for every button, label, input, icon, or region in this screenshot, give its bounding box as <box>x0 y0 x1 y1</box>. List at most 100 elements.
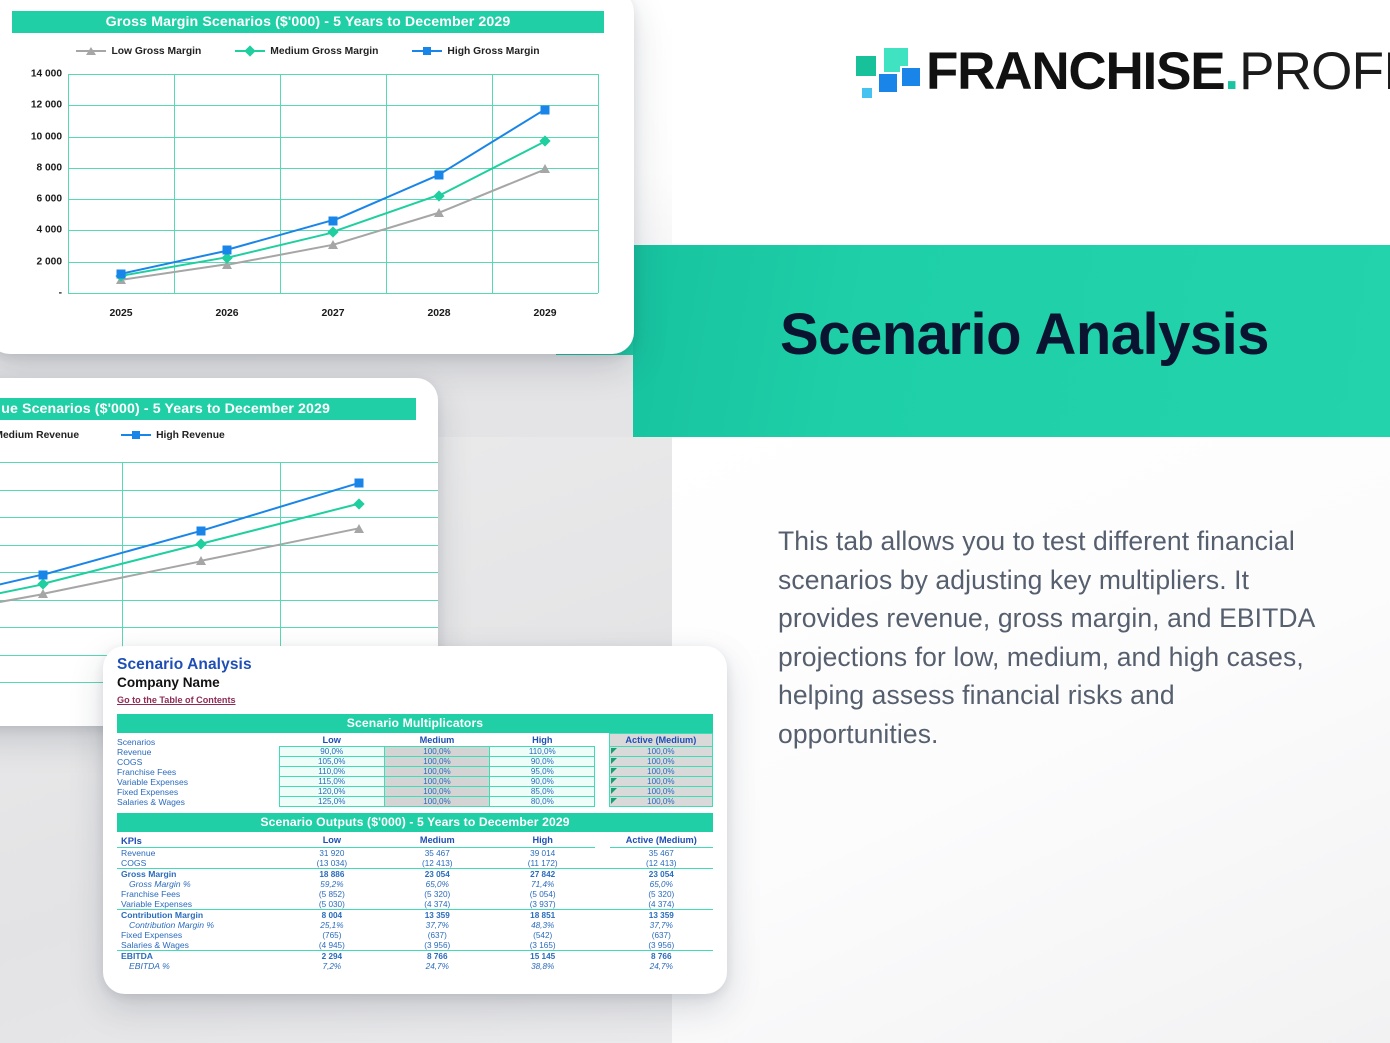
y-axis-tick-label: - <box>58 287 62 299</box>
logo-mark-icon <box>852 46 922 102</box>
grid-line-vertical <box>280 74 281 293</box>
multiplicator-cell-high[interactable]: 110,0% <box>489 746 596 757</box>
multiplicator-cell-low[interactable]: 110,0% <box>278 766 385 777</box>
grid-line-horizontal <box>68 293 598 294</box>
legend-label-high-revenue: High Revenue <box>156 429 225 441</box>
output-row-label: Contribution Margin <box>117 909 280 920</box>
multiplicator-cell-low[interactable]: 90,0% <box>278 746 385 757</box>
outputs-col-low: Low <box>279 832 385 848</box>
output-row: EBITDA % 7,2% 24,7% 38,8% 24,7% <box>117 961 713 971</box>
multiplicator-row[interactable]: Variable Expenses 115,0% 100,0% 90,0% 100,0% <box>117 776 714 787</box>
multiplicator-cell-low[interactable]: 120,0% <box>278 786 385 797</box>
x-axis-tick-label: 2028 <box>427 308 451 319</box>
grid-line-horizontal <box>68 136 598 138</box>
output-row-label: Gross Margin <box>117 868 280 879</box>
y-axis-tick-label: 2 000 <box>36 256 63 268</box>
multiplicator-cell-medium[interactable]: 100,0% <box>383 746 491 757</box>
legend-item-low-gross-margin[interactable]: Low Gross Margin <box>76 45 201 57</box>
multiplicator-cell-low[interactable]: 125,0% <box>278 796 385 807</box>
output-cell-high: 39 014 <box>530 848 556 858</box>
legend-item-medium-gross-margin[interactable]: Medium Gross Margin <box>235 45 378 57</box>
multiplicator-cell-medium[interactable]: 100,0% <box>383 796 491 807</box>
output-row: COGS (13 034) (12 413) (11 172) (12 413) <box>117 858 713 869</box>
grid-line-horizontal <box>0 599 438 601</box>
grid-line-horizontal <box>68 199 598 201</box>
outputs-col-active: Active (Medium) <box>609 832 713 848</box>
output-cell-active: 13 359 <box>609 909 713 920</box>
grid-line-horizontal <box>68 261 598 263</box>
grid-line-horizontal <box>68 167 598 169</box>
multiplicators-band-title: Scenario Multiplicators <box>117 714 713 733</box>
multiplicator-cell-high[interactable]: 85,0% <box>489 786 596 797</box>
multiplicator-cell-medium[interactable]: 100,0% <box>383 776 491 787</box>
logo-square-blue-small <box>877 72 899 94</box>
output-cell-medium: (637) <box>427 930 447 940</box>
multiplicator-row[interactable]: Revenue 90,0% 100,0% 110,0% 100,0% <box>117 746 714 757</box>
multiplicator-row[interactable]: Franchise Fees 110,0% 100,0% 95,0% 100,0% <box>117 766 714 777</box>
multiplicator-cell-medium[interactable]: 100,0% <box>383 766 491 777</box>
multiplicator-cell-high[interactable]: 90,0% <box>489 776 596 787</box>
data-point-square <box>328 216 338 226</box>
multiplicators-header-row: Scenarios Low Medium High Active (Medium… <box>117 733 714 747</box>
multiplicator-cell-high[interactable]: 80,0% <box>489 796 596 807</box>
grid-line-horizontal <box>0 517 438 518</box>
grid-line-vertical <box>492 74 493 293</box>
multiplicators-col-high: High <box>489 733 595 747</box>
multiplicator-row-label: Fixed Expenses <box>117 786 179 797</box>
multiplicator-row[interactable]: Salaries & Wages 125,0% 100,0% 80,0% 100,0% <box>117 796 714 807</box>
legend-item-medium-revenue[interactable]: Medium Revenue <box>0 429 79 441</box>
multiplicator-row[interactable]: Fixed Expenses 120,0% 100,0% 85,0% 100,0% <box>117 786 714 797</box>
multiplicator-cell-medium[interactable]: 100,0% <box>383 756 491 767</box>
output-cell-active: 65,0% <box>649 879 673 889</box>
legend-item-high-revenue[interactable]: High Revenue <box>121 429 225 441</box>
chart-1-plot-area: - 2 000 4 000 6 000 8 000 10 000 12 000 14 000 <box>31 69 599 299</box>
legend-swatch-high-revenue-icon <box>121 429 152 441</box>
data-point-triangle <box>328 239 338 249</box>
output-cell-low: (13 034) <box>316 858 348 868</box>
output-cell-high: 48,3% <box>531 920 555 930</box>
scenario-panel-company: Company Name <box>117 675 220 690</box>
output-cell-high: 15 145 <box>489 950 596 961</box>
multiplicator-row-label: Franchise Fees <box>117 766 177 777</box>
multiplicator-cell-low[interactable]: 105,0% <box>278 756 385 767</box>
legend-item-high-gross-margin[interactable]: High Gross Margin <box>412 45 540 57</box>
multiplicators-col-low: Low <box>279 733 385 747</box>
output-cell-medium: 24,7% <box>425 961 449 971</box>
output-cell-active: (12 413) <box>646 858 677 868</box>
output-row-label: Gross Margin % <box>129 879 191 889</box>
x-axis-tick-label: 2027 <box>321 308 345 319</box>
multiplicator-row[interactable]: COGS 105,0% 100,0% 90,0% 100,0% <box>117 756 714 767</box>
output-cell-active: 24,7% <box>649 961 673 971</box>
output-row-label: Salaries & Wages <box>121 940 189 950</box>
multiplicator-cell-low[interactable]: 115,0% <box>278 776 385 787</box>
multiplicator-cell-medium[interactable]: 100,0% <box>383 786 491 797</box>
data-point-square <box>354 478 364 488</box>
outputs-header-row: KPIs Low Medium High Active (Medium) <box>117 832 713 848</box>
multiplicators-row-label-header: Scenarios <box>117 736 156 747</box>
y-axis-tick-label: 12 000 <box>30 99 62 111</box>
output-cell-high: 38,8% <box>531 961 555 971</box>
output-cell-high: (11 172) <box>527 858 558 868</box>
grid-line-vertical <box>598 74 599 293</box>
page-title: Scenario Analysis <box>780 302 1270 367</box>
data-point-square <box>540 105 550 114</box>
logo-wordmark: FRANCHISE.PROFILES <box>926 42 1390 102</box>
green-accent-band <box>633 245 1390 437</box>
output-cell-medium: 8 766 <box>384 950 490 961</box>
multiplicator-cell-high[interactable]: 90,0% <box>489 756 596 767</box>
data-point-diamond <box>353 498 365 510</box>
output-row: Gross Margin % 59,2% 65,0% 71,4% 65,0% <box>117 879 713 889</box>
output-row: Salaries & Wages (4 945) (3 956) (3 165) (3 … <box>117 940 713 951</box>
output-row-label: COGS <box>121 858 147 868</box>
multiplicator-cell-high[interactable]: 95,0% <box>489 766 596 777</box>
multiplicator-row-label: Salaries & Wages <box>117 796 185 807</box>
output-cell-active: (3 956) <box>648 940 675 950</box>
x-axis-tick-label: 2025 <box>109 308 133 319</box>
legend-label-medium-revenue: Medium Revenue <box>0 429 80 441</box>
outputs-body: Revenue 31 920 35 467 39 014 35 467 COGS (13 0… <box>117 848 713 971</box>
grid-line-vertical <box>122 462 123 682</box>
data-point-square <box>434 170 444 180</box>
table-of-contents-link[interactable]: Go to the Table of Contents <box>117 695 236 705</box>
output-cell-active: (5 320) <box>648 889 675 899</box>
grid-line-vertical <box>174 74 175 293</box>
